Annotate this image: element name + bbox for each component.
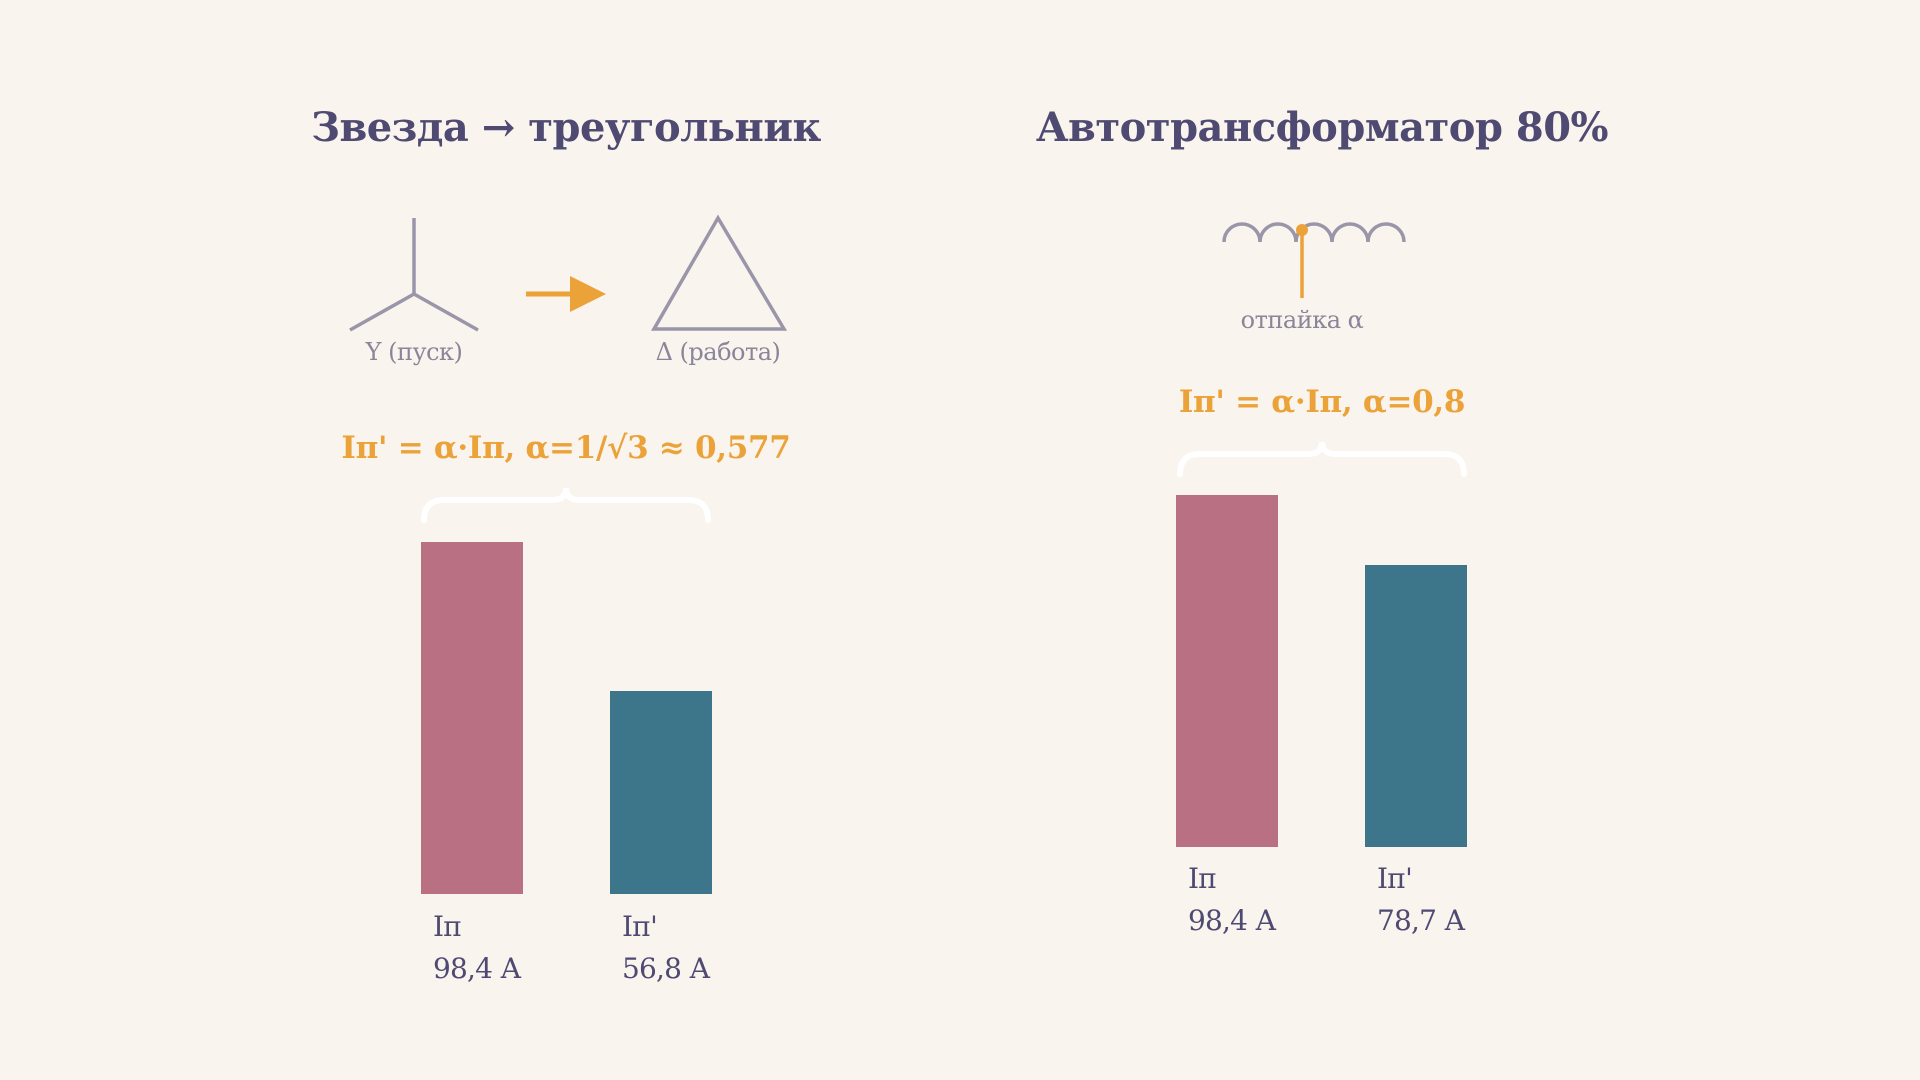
curly-brace-icon	[421, 487, 711, 523]
star-wye-icon	[349, 218, 479, 332]
formula: Iп' = α·Iп, α=1/√3 ≈ 0,577	[341, 430, 791, 466]
delta-caption: Δ (работа)	[655, 338, 781, 366]
tap-caption: отпайка α	[1240, 306, 1364, 334]
bar-reduced-current	[1365, 565, 1467, 847]
autotransformer-coil-icon	[1222, 222, 1406, 298]
star-delta-panel: Звезда → треугольник Y (пуск) Δ (работа)…	[311, 104, 821, 985]
category-label: Iп	[433, 910, 462, 943]
panel-title: Звезда → треугольник	[311, 104, 821, 151]
formula: Iп' = α·Iп, α=0,8	[1178, 384, 1466, 420]
bar-reduced-current	[610, 690, 712, 894]
category-label: Iп	[1188, 862, 1217, 895]
bar-starting-current	[421, 542, 523, 894]
category-label: Iп'	[622, 910, 658, 943]
panel-title: Автотрансформатор 80%	[1035, 104, 1609, 151]
value-label: 56,8 А	[622, 952, 710, 985]
star-caption: Y (пуск)	[365, 338, 463, 366]
category-label: Iп'	[1377, 862, 1413, 895]
value-label: 98,4 А	[1188, 904, 1276, 937]
delta-triangle-icon	[650, 214, 788, 331]
autotransformer-panel: Автотрансформатор 80% отпайка α Iп' = α·…	[1000, 0, 1920, 1080]
value-label: 78,7 А	[1377, 904, 1465, 937]
curly-brace-icon	[1177, 441, 1467, 477]
bar-starting-current	[1176, 495, 1278, 847]
value-label: 98,4 А	[433, 952, 521, 985]
arrow-right-icon	[526, 276, 606, 312]
